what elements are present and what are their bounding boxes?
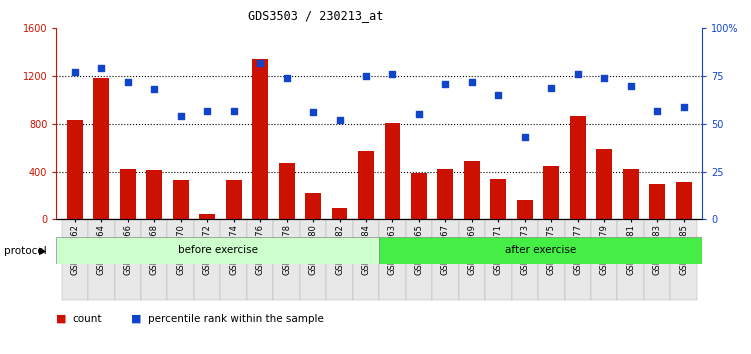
Bar [570, 115, 586, 219]
FancyBboxPatch shape [379, 219, 406, 300]
FancyBboxPatch shape [300, 219, 327, 300]
Bar [379, 237, 702, 264]
FancyBboxPatch shape [167, 219, 194, 300]
Text: GDS3503 / 230213_at: GDS3503 / 230213_at [248, 9, 383, 22]
Text: protocol: protocol [4, 246, 47, 256]
Text: before exercise: before exercise [178, 245, 258, 256]
Point [599, 75, 611, 81]
FancyBboxPatch shape [273, 219, 300, 300]
Text: percentile rank within the sample: percentile rank within the sample [148, 314, 324, 324]
Point [201, 108, 213, 113]
FancyBboxPatch shape [88, 219, 115, 300]
Point [493, 92, 505, 98]
Point [572, 72, 584, 77]
Point [466, 79, 478, 85]
Point [228, 108, 240, 113]
FancyBboxPatch shape [591, 219, 617, 300]
Bar [199, 213, 215, 219]
Bar [438, 169, 454, 219]
FancyBboxPatch shape [221, 219, 247, 300]
FancyBboxPatch shape [432, 219, 459, 300]
Bar [385, 123, 400, 219]
Bar [252, 59, 268, 219]
Point [175, 113, 187, 119]
Text: count: count [73, 314, 102, 324]
FancyBboxPatch shape [644, 219, 671, 300]
Text: after exercise: after exercise [505, 245, 576, 256]
Point [360, 73, 372, 79]
Point [69, 69, 81, 75]
Bar [490, 179, 506, 219]
Point [545, 85, 557, 90]
FancyBboxPatch shape [511, 219, 538, 300]
FancyBboxPatch shape [327, 219, 353, 300]
Point [387, 72, 399, 77]
FancyBboxPatch shape [353, 219, 379, 300]
Text: ▶: ▶ [39, 246, 47, 256]
Text: ■: ■ [56, 314, 67, 324]
Bar [676, 182, 692, 219]
Point [413, 112, 425, 117]
Point [677, 104, 689, 109]
Point [148, 87, 160, 92]
FancyBboxPatch shape [617, 219, 644, 300]
FancyBboxPatch shape [406, 219, 432, 300]
Bar [93, 79, 109, 219]
Bar [67, 120, 83, 219]
Bar [120, 169, 136, 219]
Point [651, 108, 663, 113]
Bar [146, 171, 162, 219]
FancyBboxPatch shape [459, 219, 485, 300]
Point [281, 75, 293, 81]
FancyBboxPatch shape [141, 219, 167, 300]
Point [439, 81, 451, 87]
FancyBboxPatch shape [485, 219, 511, 300]
Bar [173, 180, 189, 219]
Point [254, 60, 266, 65]
Bar [226, 180, 242, 219]
Bar [623, 169, 638, 219]
FancyBboxPatch shape [115, 219, 141, 300]
Point [307, 110, 319, 115]
Point [95, 65, 107, 71]
FancyBboxPatch shape [62, 219, 88, 300]
Bar [305, 193, 321, 219]
Bar [332, 207, 348, 219]
Point [333, 117, 345, 123]
FancyBboxPatch shape [565, 219, 591, 300]
Bar [596, 149, 612, 219]
Bar [411, 173, 427, 219]
Bar [464, 161, 480, 219]
Bar [544, 166, 559, 219]
Bar [358, 152, 374, 219]
Bar [650, 184, 665, 219]
Bar [56, 237, 379, 264]
FancyBboxPatch shape [194, 219, 221, 300]
Point [519, 135, 531, 140]
FancyBboxPatch shape [671, 219, 697, 300]
Text: ■: ■ [131, 314, 142, 324]
Bar [517, 200, 532, 219]
Point [625, 83, 637, 88]
FancyBboxPatch shape [247, 219, 273, 300]
Bar [279, 163, 294, 219]
FancyBboxPatch shape [538, 219, 565, 300]
Point [122, 79, 134, 85]
